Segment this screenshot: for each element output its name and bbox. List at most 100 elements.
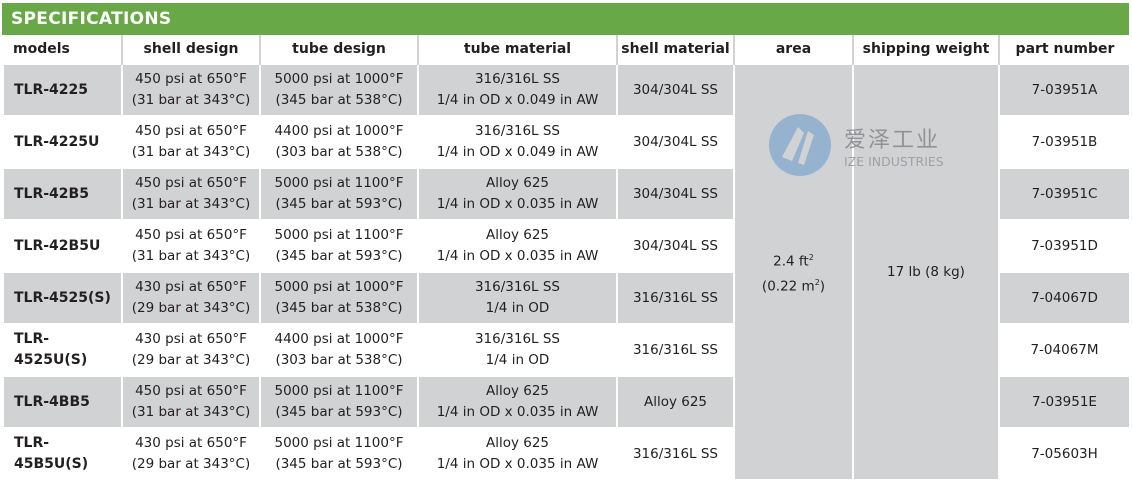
tube-design-metric: (345 bar at 593°C) [275,196,403,212]
shell-design-metric: (31 bar at 343°C) [131,144,251,160]
area-m-exp: 2 [814,278,820,287]
part-number-cell: 7-03951A [998,63,1131,117]
shell-design-metric: (31 bar at 343°C) [131,196,251,212]
shell-design-cell: 450 psi at 650°F (31 bar at 343°C) [121,63,261,117]
tube-material-cell: Alloy 625 1/4 in OD x 0.035 in AW [417,427,618,481]
tube-design-metric: (345 bar at 538°C) [275,92,403,108]
column-header: shell design [122,35,261,64]
column-header: area [734,35,854,64]
shell-design-metric: (31 bar at 343°C) [131,248,251,264]
tube-design-metric: (303 bar at 538°C) [275,144,403,160]
part-number-cell: 7-03951D [998,219,1131,273]
part-number-cell: 7-03951E [998,375,1131,429]
shell-design-imperial: 450 psi at 650°F [135,71,247,87]
model-cell: TLR-42B5U [2,219,123,273]
tube-material: Alloy 625 [485,383,550,399]
table-row: TLR-45B5U(S) 430 psi at 650°F (29 bar at … [2,427,1131,481]
column-header: tube material [418,35,618,64]
shell-material-cell: Alloy 625 [616,375,735,429]
tube-material-cell: Alloy 625 1/4 in OD x 0.035 in AW [417,375,618,429]
area-m-close: ) [819,278,826,295]
tube-dimensions: 1/4 in OD x 0.049 in AW [436,144,599,160]
watermark-cn: 爱泽工业 [844,127,941,153]
column-header: part number [999,35,1130,64]
tube-design-metric: (345 bar at 593°C) [275,456,403,472]
specifications-section: SPECIFICATIONS models shell design tube de… [2,3,1131,481]
section-title: SPECIFICATIONS [2,3,1129,35]
shell-design-cell: 450 psi at 650°F (31 bar at 343°C) [121,219,261,273]
shell-design-cell: 450 psi at 650°F (31 bar at 343°C) [121,375,261,429]
shell-material-cell: 316/316L SS [616,271,735,325]
tube-material: 316/316L SS [474,279,561,295]
shell-design-cell: 450 psi at 650°F (31 bar at 343°C) [121,115,261,169]
shell-design-imperial: 450 psi at 650°F [135,175,247,191]
table-row: TLR-4525U(S) 430 psi at 650°F (29 bar at … [2,323,1131,377]
shell-material-cell: 316/316L SS [616,323,735,377]
tube-design-cell: 5000 psi at 1100°F (345 bar at 593°C) [259,167,419,221]
tube-dimensions: 1/4 in OD x 0.035 in AW [436,248,599,264]
shell-design-cell: 430 psi at 650°F (29 bar at 343°C) [121,323,261,377]
part-number-cell: 7-04067D [998,271,1131,325]
shell-design-imperial: 430 psi at 650°F [135,331,247,347]
shell-design-imperial: 450 psi at 650°F [135,123,247,139]
model-cell: TLR-4225U [2,115,123,169]
watermark: 爱泽工业 IZE INDUSTRIES [768,113,944,177]
column-header: shipping weight [853,35,1000,64]
part-number-cell: 7-03951B [998,115,1131,169]
tube-material-cell: 316/316L SS 1/4 in OD [417,271,618,325]
tube-design-imperial: 5000 psi at 1100°F [274,435,404,451]
shell-design-imperial: 430 psi at 650°F [135,435,247,451]
tube-dimensions: 1/4 in OD [485,300,550,316]
shell-design-metric: (29 bar at 343°C) [131,456,251,472]
tube-material: Alloy 625 [485,435,550,451]
tube-design-imperial: 5000 psi at 1000°F [274,71,404,87]
table-row: TLR-42B5 450 psi at 650°F (31 bar at 343°… [2,167,1131,221]
tube-dimensions: 1/4 in OD x 0.049 in AW [436,92,599,108]
tube-material-cell: Alloy 625 1/4 in OD x 0.035 in AW [417,219,618,273]
model-cell: TLR-45B5U(S) [2,427,123,481]
model-cell: TLR-42B5 [2,167,123,221]
shell-design-metric: (29 bar at 343°C) [131,352,251,368]
tube-material-cell: Alloy 625 1/4 in OD x 0.035 in AW [417,167,618,221]
table-row: TLR-42B5U 450 psi at 650°F (31 bar at 343… [2,219,1131,273]
tube-design-imperial: 5000 psi at 1100°F [274,175,404,191]
tube-design-metric: (303 bar at 538°C) [275,352,403,368]
tube-dimensions: 1/4 in OD x 0.035 in AW [436,404,599,420]
column-header: tube design [260,35,419,64]
tube-design-imperial: 5000 psi at 1000°F [274,279,404,295]
area-ft-exp: 2 [808,252,814,262]
shell-design-metric: (29 bar at 343°C) [131,300,251,316]
tube-dimensions: 1/4 in OD [485,352,550,368]
tube-design-cell: 5000 psi at 1000°F (345 bar at 538°C) [259,63,419,117]
model-cell: TLR-4225 [2,63,123,117]
shell-design-cell: 450 psi at 650°F (31 bar at 343°C) [121,167,261,221]
column-header: shell material [617,35,735,64]
tube-design-imperial: 4400 psi at 1000°F [274,331,404,347]
tube-design-imperial: 4400 psi at 1000°F [274,123,404,139]
shell-material-cell: 304/304L SS [616,167,735,221]
tube-design-imperial: 5000 psi at 1100°F [274,227,404,243]
tube-design-cell: 5000 psi at 1100°F (345 bar at 593°C) [259,375,419,429]
tube-design-cell: 5000 psi at 1100°F (345 bar at 593°C) [259,427,419,481]
shipping-weight-cell: 17 lb (8 kg) [852,63,1000,481]
tube-dimensions: 1/4 in OD x 0.035 in AW [436,456,599,472]
tube-design-imperial: 5000 psi at 1100°F [274,383,404,399]
shell-design-metric: (31 bar at 343°C) [131,404,251,420]
ize-logo-icon [769,114,831,176]
shell-material-cell: 304/304L SS [616,219,735,273]
tube-material-cell: 316/316L SS 1/4 in OD x 0.049 in AW [417,63,618,117]
part-number-cell: 7-03951C [998,167,1131,221]
shell-material-cell: 304/304L SS [616,115,735,169]
tube-dimensions: 1/4 in OD x 0.035 in AW [436,196,599,212]
shell-design-metric: (31 bar at 343°C) [131,92,251,108]
tube-design-metric: (345 bar at 538°C) [275,300,403,316]
tube-material: 316/316L SS [474,71,561,87]
shell-design-cell: 430 psi at 650°F (29 bar at 343°C) [121,271,261,325]
tube-material: 316/316L SS [474,331,561,347]
tube-material: Alloy 625 [485,227,550,243]
table-row: TLR-4225U 450 psi at 650°F (31 bar at 343… [2,115,1131,169]
tube-material-cell: 316/316L SS 1/4 in OD [417,323,618,377]
tube-design-cell: 5000 psi at 1100°F (345 bar at 593°C) [259,219,419,273]
tube-design-cell: 4400 psi at 1000°F (303 bar at 538°C) [259,115,419,169]
shell-material-cell: 316/316L SS [616,427,735,481]
